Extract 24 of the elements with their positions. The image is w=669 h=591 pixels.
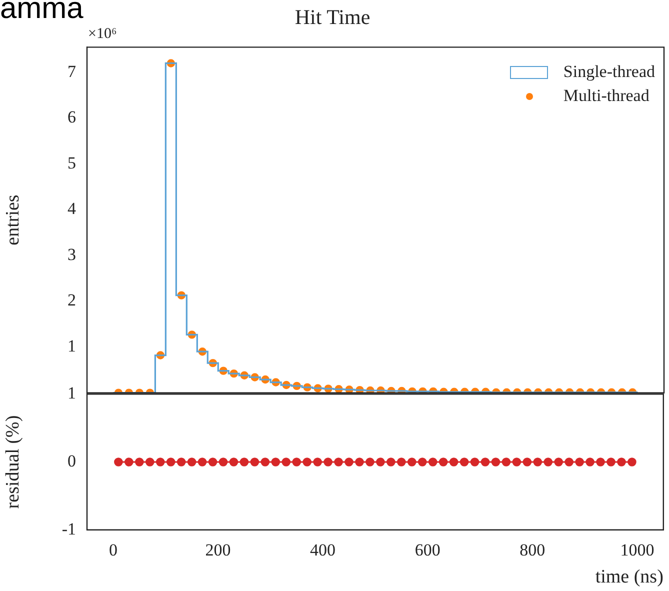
y-tick-label: 5	[68, 153, 76, 172]
x-tick-label: 0	[108, 540, 118, 560]
x-tick-label: 400	[310, 540, 336, 560]
x-axis-title: time (ns)	[595, 566, 664, 588]
x-tick-label: 1000	[620, 540, 654, 560]
y-tick-label: 7	[68, 62, 76, 81]
y-tick-label: 0	[68, 451, 76, 470]
y-axis-title: entries	[2, 194, 24, 246]
chart-title: Hit Time	[294, 5, 370, 30]
x-tick-label: 200	[205, 540, 231, 560]
legend-label: Multi-thread	[563, 86, 650, 106]
y-tick-label: 6	[68, 108, 76, 127]
y-tick-label: -1	[62, 519, 76, 538]
y-tick-label: 3	[68, 244, 76, 264]
x-tick-label: 600	[414, 540, 440, 560]
text: ×10⁶	[88, 26, 117, 43]
text: amma	[0, 0, 84, 26]
legend-label: Single-thread	[563, 62, 655, 82]
x-tick-label: 800	[520, 540, 546, 560]
y-tick-label: 4	[68, 199, 76, 218]
y-tick-label: 1	[68, 336, 76, 356]
y-tick-label: 1	[68, 384, 76, 403]
y-tick-label: 2	[68, 290, 76, 310]
y-axis-title: residual (%)	[2, 415, 24, 509]
